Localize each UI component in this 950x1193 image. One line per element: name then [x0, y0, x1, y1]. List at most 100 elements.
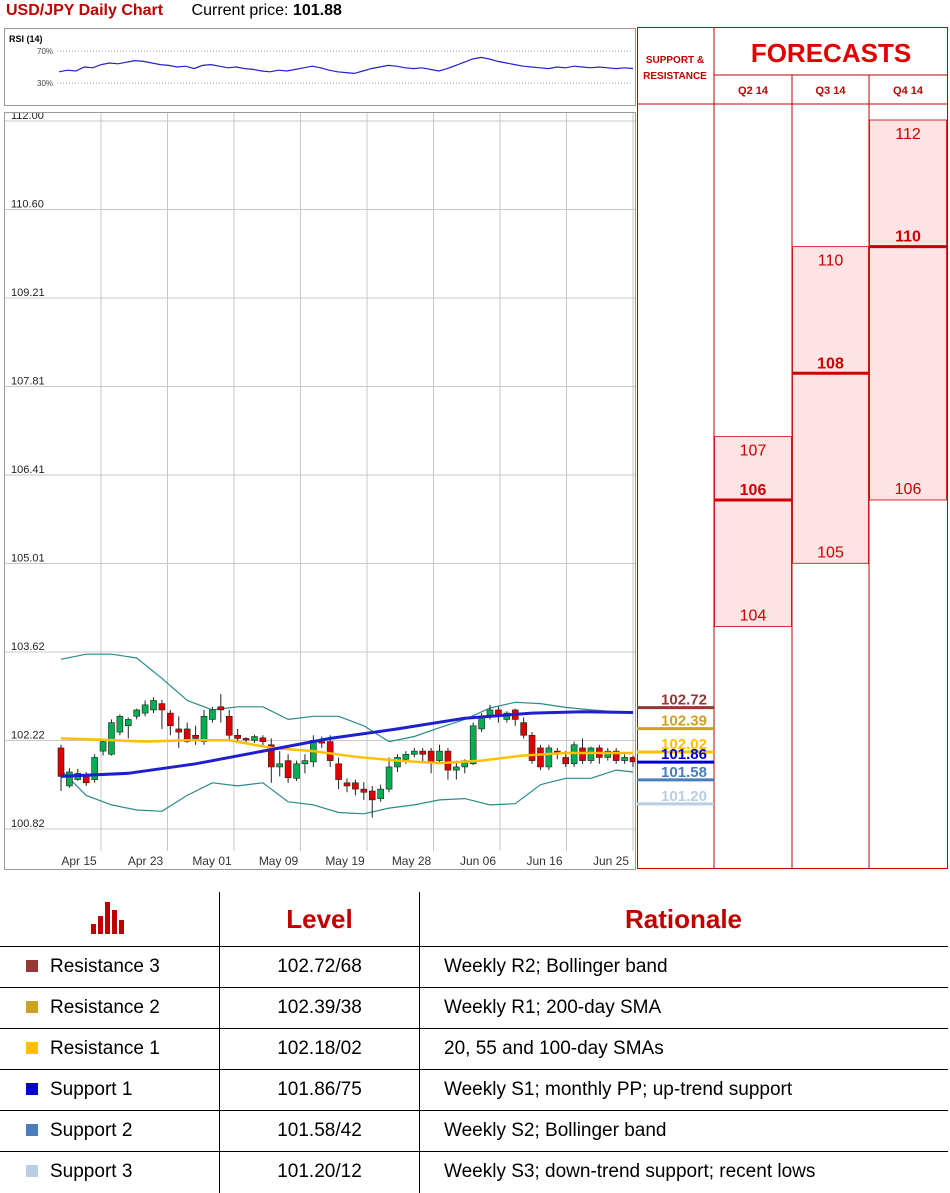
level-name: Support 3: [50, 1161, 133, 1183]
candle-down: [444, 750, 452, 771]
candle-up: [587, 747, 595, 761]
level-value: 101.86/75: [219, 1069, 420, 1111]
chart-title: USD/JPY Daily Chart: [6, 2, 164, 19]
forecast-mid-label: 108: [817, 355, 844, 372]
level-name-cell: Support 3: [0, 1151, 220, 1193]
forecast-range-band: [869, 119, 947, 501]
table-header-row: Level Rationale: [0, 892, 948, 947]
candle-down: [562, 757, 570, 765]
level-rationale: Weekly R2; Bollinger band: [419, 946, 948, 988]
rsi-chart: RSI (14) 70% 30%: [9, 34, 634, 88]
x-tick-label: May 19: [325, 854, 365, 868]
candle-up: [124, 719, 132, 727]
x-tick-label: Apr 23: [128, 854, 164, 868]
candle-up: [570, 744, 578, 765]
level-name: Resistance 1: [50, 1038, 160, 1059]
candle-down: [217, 706, 225, 711]
candle-up: [276, 763, 284, 768]
candle-down: [419, 750, 427, 755]
y-tick-label: 112.00: [11, 113, 44, 122]
candle-up: [385, 766, 393, 790]
level-name: Resistance 2: [50, 997, 160, 1018]
price-chart: 112.00 110.60 109.21 107.81 106.41 105.01 103.…: [4, 110, 637, 870]
x-tick-label: May 28: [392, 854, 432, 868]
resistance-1-swatch: [26, 1042, 38, 1054]
candle-up: [604, 750, 612, 758]
candle-up: [436, 750, 443, 761]
candle-down: [234, 734, 241, 739]
candle-up: [91, 757, 98, 780]
resistance-3-swatch: [26, 960, 38, 972]
candle-down: [612, 750, 620, 761]
candle-down: [520, 722, 527, 736]
candle-down: [326, 741, 334, 761]
candle-down: [57, 747, 65, 777]
forecast-low-label: 106: [895, 481, 922, 498]
level-value: 102.39/38: [219, 987, 420, 1029]
table-row: Support 2 101.58/42 Weekly S2; Bollinger…: [0, 1110, 948, 1152]
level-rationale: Weekly R1; 200-day SMA: [419, 987, 948, 1029]
forecast-range-band: [792, 246, 869, 564]
candle-down: [579, 747, 586, 761]
rsi-panel: RSI (14) 70% 30%: [4, 28, 636, 106]
candle-down: [318, 741, 326, 744]
candle-down: [175, 728, 183, 733]
forecast-high-label: 112: [895, 126, 921, 143]
candle-down: [192, 734, 199, 739]
x-tick-label: Apr 15: [61, 854, 97, 868]
sr-level-label: 102.72: [661, 692, 707, 709]
forecast-range-band: [714, 436, 792, 628]
candle-down: [343, 782, 351, 787]
y-tick-label: 106.41: [11, 464, 45, 476]
candle-up: [99, 741, 107, 752]
candle-down: [225, 715, 233, 736]
table-row: Support 3 101.20/12 Weekly S3; down-tren…: [0, 1151, 948, 1193]
candle-up: [150, 700, 157, 711]
table-row: Resistance 2 102.39/38 Weekly R1; 200-da…: [0, 987, 948, 1029]
sr-level-label: 101.58: [661, 764, 707, 781]
table-row: Support 1 101.86/75 Weekly S1; monthly P…: [0, 1069, 948, 1111]
candle-down: [259, 737, 267, 742]
x-tick-label: Jun 16: [526, 854, 562, 868]
levels-table: Level Rationale Resistance 3 102.72/68 W…: [0, 892, 948, 1193]
candle-up: [621, 757, 628, 761]
candle-down: [352, 782, 359, 790]
level-value: 101.58/42: [219, 1110, 420, 1152]
table-row: Resistance 3 102.72/68 Weekly R2; Bollin…: [0, 946, 948, 988]
forecast-mid-label: 110: [895, 229, 921, 246]
y-tick-label: 109.21: [11, 287, 45, 299]
sr-header-line2: RESISTANCE: [643, 71, 707, 82]
rsi-70-label: 70%: [37, 47, 53, 56]
x-tick-label: Jun 25: [593, 854, 629, 868]
candle-down: [335, 763, 342, 780]
candle-down: [537, 747, 544, 768]
bollinger-lower-line: [60, 769, 634, 815]
y-tick-label: 100.82: [11, 818, 45, 830]
candle-down: [167, 712, 174, 727]
candle-down: [183, 728, 191, 742]
forecasts-title: FORECASTS: [751, 38, 911, 68]
y-tick-label: 103.62: [11, 641, 45, 653]
candle-up: [293, 763, 300, 779]
candle-up: [200, 715, 208, 742]
candle-up: [108, 722, 115, 755]
level-value: 102.18/02: [219, 1028, 420, 1070]
sr-header-line1: SUPPORT &: [646, 55, 704, 66]
support-1-swatch: [26, 1083, 38, 1095]
sr-level-label: 102.02: [661, 736, 707, 753]
y-tick-label: 110.60: [11, 199, 44, 211]
x-tick-label: Jun 06: [460, 854, 496, 868]
candle-up: [377, 788, 384, 799]
candle-up: [402, 753, 410, 760]
candle-up: [453, 766, 460, 771]
candle-up: [301, 760, 309, 765]
candle-up: [209, 709, 216, 720]
forecast-canvas: FORECASTS SUPPORT & RESISTANCE Q2 14 Q3 14 Q4…: [637, 27, 948, 869]
candle-down: [360, 788, 368, 793]
bar-chart-icon-cell: [0, 892, 220, 947]
y-tick-label: 107.81: [11, 376, 45, 388]
forecast-low-label: 104: [740, 608, 767, 625]
candle-down: [427, 750, 435, 763]
sma-55-line: [60, 710, 634, 778]
sma-200-line: [60, 737, 633, 765]
